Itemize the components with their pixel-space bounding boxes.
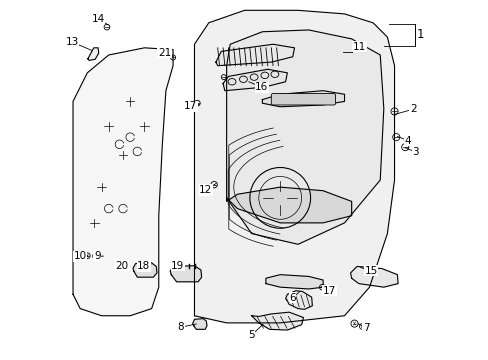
Text: 15: 15 [364, 266, 377, 276]
Polygon shape [194, 10, 394, 323]
Polygon shape [192, 319, 206, 329]
Text: 7: 7 [362, 323, 368, 333]
Text: 12: 12 [199, 185, 212, 195]
Polygon shape [226, 30, 383, 244]
Text: 1: 1 [415, 28, 423, 41]
Text: 3: 3 [412, 147, 418, 157]
Polygon shape [265, 275, 323, 289]
Text: 6: 6 [288, 293, 295, 303]
Polygon shape [262, 91, 344, 107]
Polygon shape [223, 69, 287, 91]
Polygon shape [285, 291, 312, 309]
Text: 20: 20 [115, 261, 128, 271]
Text: 18: 18 [137, 261, 150, 271]
Text: 2: 2 [409, 104, 416, 114]
Text: 9: 9 [94, 251, 101, 261]
Text: 13: 13 [65, 37, 79, 47]
Polygon shape [87, 48, 99, 60]
Text: 19: 19 [171, 261, 184, 271]
Text: 17: 17 [322, 286, 335, 296]
Polygon shape [170, 266, 201, 282]
FancyBboxPatch shape [271, 94, 335, 105]
Polygon shape [350, 266, 397, 287]
Text: 17: 17 [184, 102, 197, 111]
Text: 14: 14 [91, 14, 104, 23]
Text: 10: 10 [74, 251, 86, 261]
Text: 21: 21 [158, 48, 171, 58]
Polygon shape [133, 263, 157, 277]
Polygon shape [216, 44, 294, 66]
Polygon shape [73, 48, 173, 316]
Polygon shape [251, 312, 303, 330]
Text: 11: 11 [352, 42, 365, 52]
Text: 8: 8 [177, 322, 184, 332]
Polygon shape [226, 187, 351, 223]
Text: 4: 4 [404, 136, 410, 146]
Text: 5: 5 [248, 330, 254, 340]
Text: 16: 16 [255, 82, 268, 92]
